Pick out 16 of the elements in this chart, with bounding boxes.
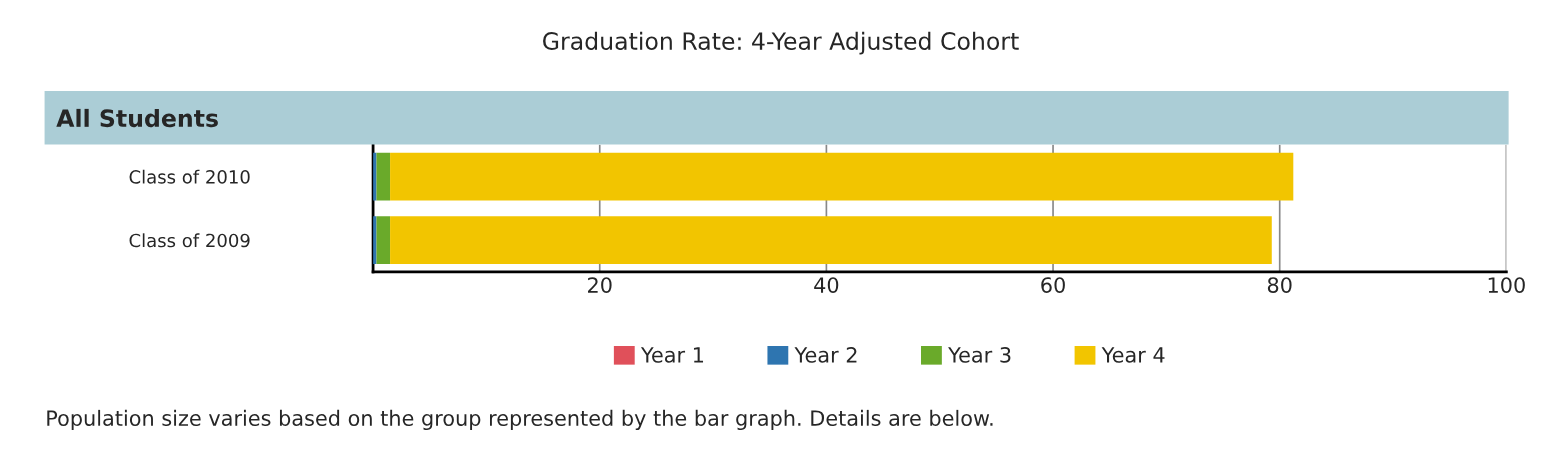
legend-label: Year 4: [1101, 347, 1165, 363]
legend-label: Year 3: [948, 346, 1011, 363]
text: Population size varies based on the group represented by the bar graph. Details are below.: [47, 409, 993, 431]
legend-label: Year 2: [794, 346, 857, 363]
bar: [376, 216, 391, 264]
x-tick-label: 100: [1488, 277, 1525, 293]
x-tick-label: 60: [1041, 277, 1065, 293]
y-tick-label: Class of 2009: [129, 233, 250, 248]
y-tick-label: Class of 2010: [129, 169, 250, 184]
x-tick-label: 40: [814, 277, 839, 293]
chart-title: Graduation Rate: 4-Year Adjusted Cohort: [543, 31, 1019, 55]
bar: [376, 152, 391, 201]
legend-label: Year 1: [640, 347, 704, 363]
x-tick-label: 20: [588, 277, 612, 293]
text: All Students: [56, 108, 218, 128]
x-tick-label: 80: [1267, 277, 1292, 293]
